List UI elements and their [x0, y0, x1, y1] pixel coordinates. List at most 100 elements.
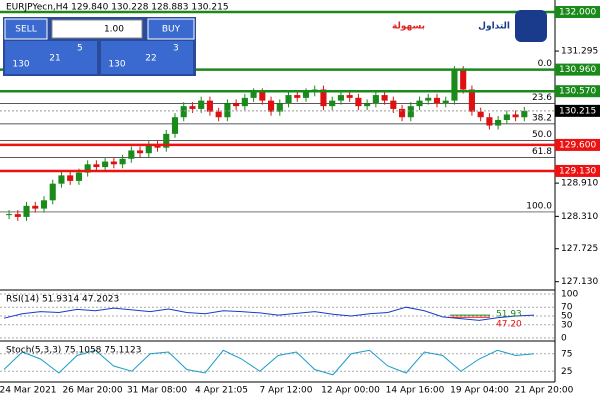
candle [250, 92, 257, 98]
candle [390, 100, 397, 109]
level-label: 130.570 [559, 87, 596, 97]
level-label: 129.600 [559, 140, 596, 150]
candle [468, 89, 475, 112]
candle [119, 158, 126, 165]
buy-button[interactable] [147, 18, 195, 40]
y-tick-label: 127.725 [561, 244, 598, 254]
level-tag [555, 63, 600, 76]
candle [416, 100, 423, 107]
indicator-tick-label: 50 [561, 312, 573, 322]
price-box [101, 41, 193, 74]
candle [329, 100, 336, 107]
lot-input[interactable] [51, 19, 143, 39]
candle [276, 103, 283, 112]
candle [381, 95, 388, 101]
candle [137, 150, 144, 154]
candle [486, 117, 493, 126]
candle [32, 205, 39, 209]
candle [180, 106, 187, 118]
fib-label: 100.0 [526, 201, 552, 211]
candle [206, 100, 213, 112]
y-tick-label: 128.910 [561, 179, 598, 189]
price-main: 21 [49, 54, 60, 64]
candle [171, 117, 179, 134]
indicator-tick-label: 0 [561, 334, 567, 344]
candle [399, 108, 406, 118]
level-label: 129.130 [559, 166, 596, 176]
candle [93, 164, 100, 168]
candle [145, 144, 152, 154]
rsi-marker-label: 47.20 [496, 320, 522, 330]
candle [337, 95, 344, 101]
candle [58, 175, 65, 184]
candle [259, 92, 266, 101]
price-pip: 5 [77, 44, 83, 54]
logo-word: بسهولة [392, 22, 425, 32]
indicator-header: Stoch(5,3,3) 75.1058 75.1123 [6, 346, 141, 356]
sell-button[interactable] [4, 18, 48, 40]
buy-button-label: BUY [162, 25, 181, 35]
current-price-tag [555, 104, 600, 117]
candle [355, 97, 362, 107]
price-pip: 3 [173, 44, 179, 54]
y-tick-label: 127.130 [561, 277, 598, 287]
candle [495, 119, 502, 126]
x-tick-label: 24 Mar 2021 [0, 386, 57, 396]
rsi-marker-label: 51.93 [496, 310, 522, 320]
candle [320, 89, 327, 107]
candle [241, 97, 248, 107]
indicator-tick-label: 30 [561, 320, 573, 330]
candle [224, 103, 231, 118]
y-tick-label: 131.295 [561, 47, 598, 57]
indicator-tick-label: 70 [561, 303, 573, 313]
candle [163, 133, 170, 148]
candle [75, 172, 82, 181]
level-label: 130.960 [559, 65, 596, 75]
level-tag [555, 85, 600, 98]
indicator-tick-label: 25 [561, 367, 572, 377]
x-tick-label: 26 Mar 20:00 [62, 386, 122, 396]
candle [364, 103, 371, 107]
indicator-line [3, 349, 535, 376]
indicator-tick-label: 100 [561, 290, 578, 300]
level-tag [555, 138, 600, 151]
level-label: 132.000 [559, 8, 596, 18]
candle [23, 205, 30, 217]
level-tag [555, 164, 600, 177]
candle [67, 175, 74, 181]
x-tick-label: 21 Apr 20:00 [515, 386, 574, 396]
candle [477, 111, 484, 118]
candle [442, 100, 449, 104]
level-tag [555, 6, 600, 19]
candle [84, 164, 91, 173]
price-big: 130 [108, 60, 125, 70]
fib-label: 50.0 [532, 130, 552, 140]
x-tick-label: 4 Apr 21:05 [195, 386, 248, 396]
candle [189, 106, 196, 109]
candle [6, 214, 13, 216]
fib-label: 38.2 [532, 113, 552, 123]
candle [285, 95, 292, 104]
price-main: 22 [145, 54, 156, 64]
candle [346, 95, 353, 98]
fib-label: 0.0 [538, 59, 553, 69]
candle [433, 97, 441, 104]
x-tick-label: 31 Mar 08:00 [127, 386, 187, 396]
candle [49, 183, 56, 201]
x-tick-label: 12 Apr 00:00 [321, 386, 380, 396]
candle [521, 110, 528, 118]
current-price-label: 130.215 [559, 106, 596, 116]
candle [215, 111, 222, 118]
candle [512, 114, 519, 118]
indicator-header: RSI(14) 51.9314 47.2023 [6, 295, 119, 305]
candle [102, 161, 109, 168]
candle [110, 161, 117, 165]
trade-panel: SELL BUY 1.00 130 21 5 130 22 3 [3, 17, 196, 76]
candle [451, 70, 458, 101]
candle [425, 97, 432, 101]
candle [294, 95, 301, 98]
candle [407, 106, 414, 118]
candle [128, 150, 135, 159]
candle [460, 70, 467, 90]
